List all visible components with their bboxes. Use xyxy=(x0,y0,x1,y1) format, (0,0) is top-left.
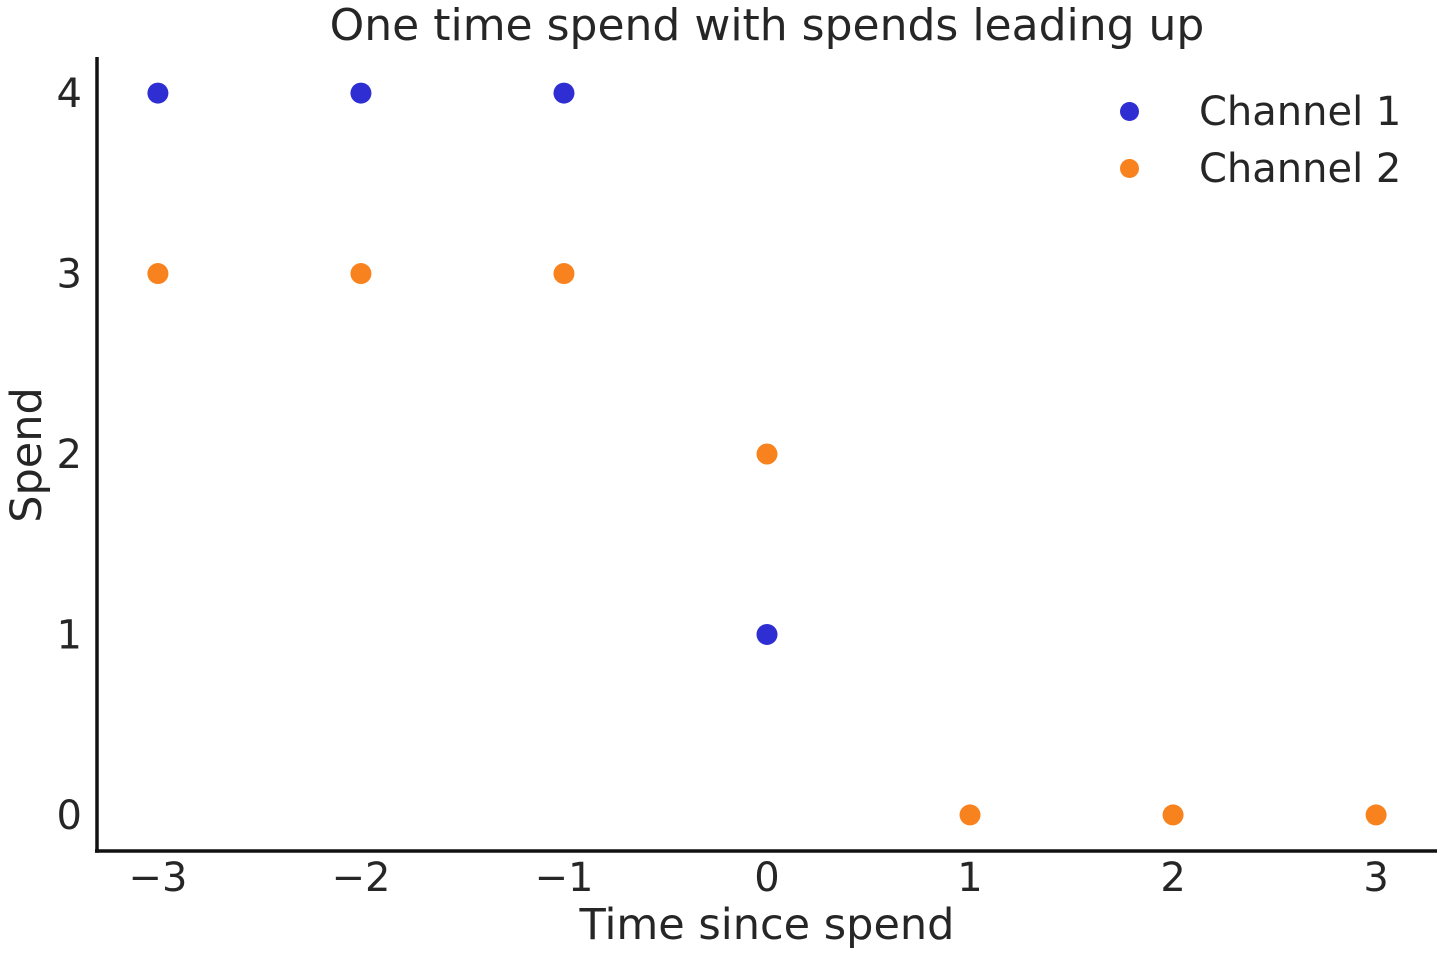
data-point-channel-2 xyxy=(553,263,575,285)
legend-item-channel-1: Channel 1 xyxy=(1105,83,1401,140)
y-tick-label: 0 xyxy=(57,793,82,839)
y-tick-label: 2 xyxy=(57,432,82,478)
x-tick-label: −2 xyxy=(331,855,390,901)
data-point-channel-2 xyxy=(756,443,778,465)
x-tick-label: 2 xyxy=(1160,855,1185,901)
data-point-channel-1 xyxy=(147,82,169,104)
channel-1-marker-icon xyxy=(1120,102,1139,121)
channel-2-marker-icon xyxy=(1120,159,1139,178)
y-axis-label: Spend xyxy=(2,387,52,523)
x-tick-label: −1 xyxy=(534,855,593,901)
y-tick-label: 4 xyxy=(57,71,82,117)
y-tick-label: 3 xyxy=(57,252,82,298)
data-point-channel-1 xyxy=(350,82,372,104)
legend-label-channel-2: Channel 2 xyxy=(1199,145,1402,192)
data-point-channel-2 xyxy=(350,263,372,285)
data-point-channel-2 xyxy=(1162,804,1184,826)
data-point-channel-1 xyxy=(756,623,778,645)
x-tick-label: −3 xyxy=(128,855,187,901)
x-tick-label: 0 xyxy=(754,855,779,901)
legend-item-channel-2: Channel 2 xyxy=(1105,140,1401,197)
data-point-channel-1 xyxy=(553,82,575,104)
chart-title: One time spend with spends leading up xyxy=(329,0,1205,51)
y-tick-label: 1 xyxy=(57,612,82,658)
legend-label-channel-1: Channel 1 xyxy=(1199,88,1402,135)
data-point-channel-2 xyxy=(959,804,981,826)
data-point-channel-2 xyxy=(1365,804,1387,826)
legend: Channel 1 Channel 2 xyxy=(1105,83,1401,197)
data-point-channel-2 xyxy=(147,263,169,285)
x-tick-label: 1 xyxy=(957,855,982,901)
x-axis-label: Time since spend xyxy=(579,900,955,950)
x-tick-label: 3 xyxy=(1363,855,1388,901)
